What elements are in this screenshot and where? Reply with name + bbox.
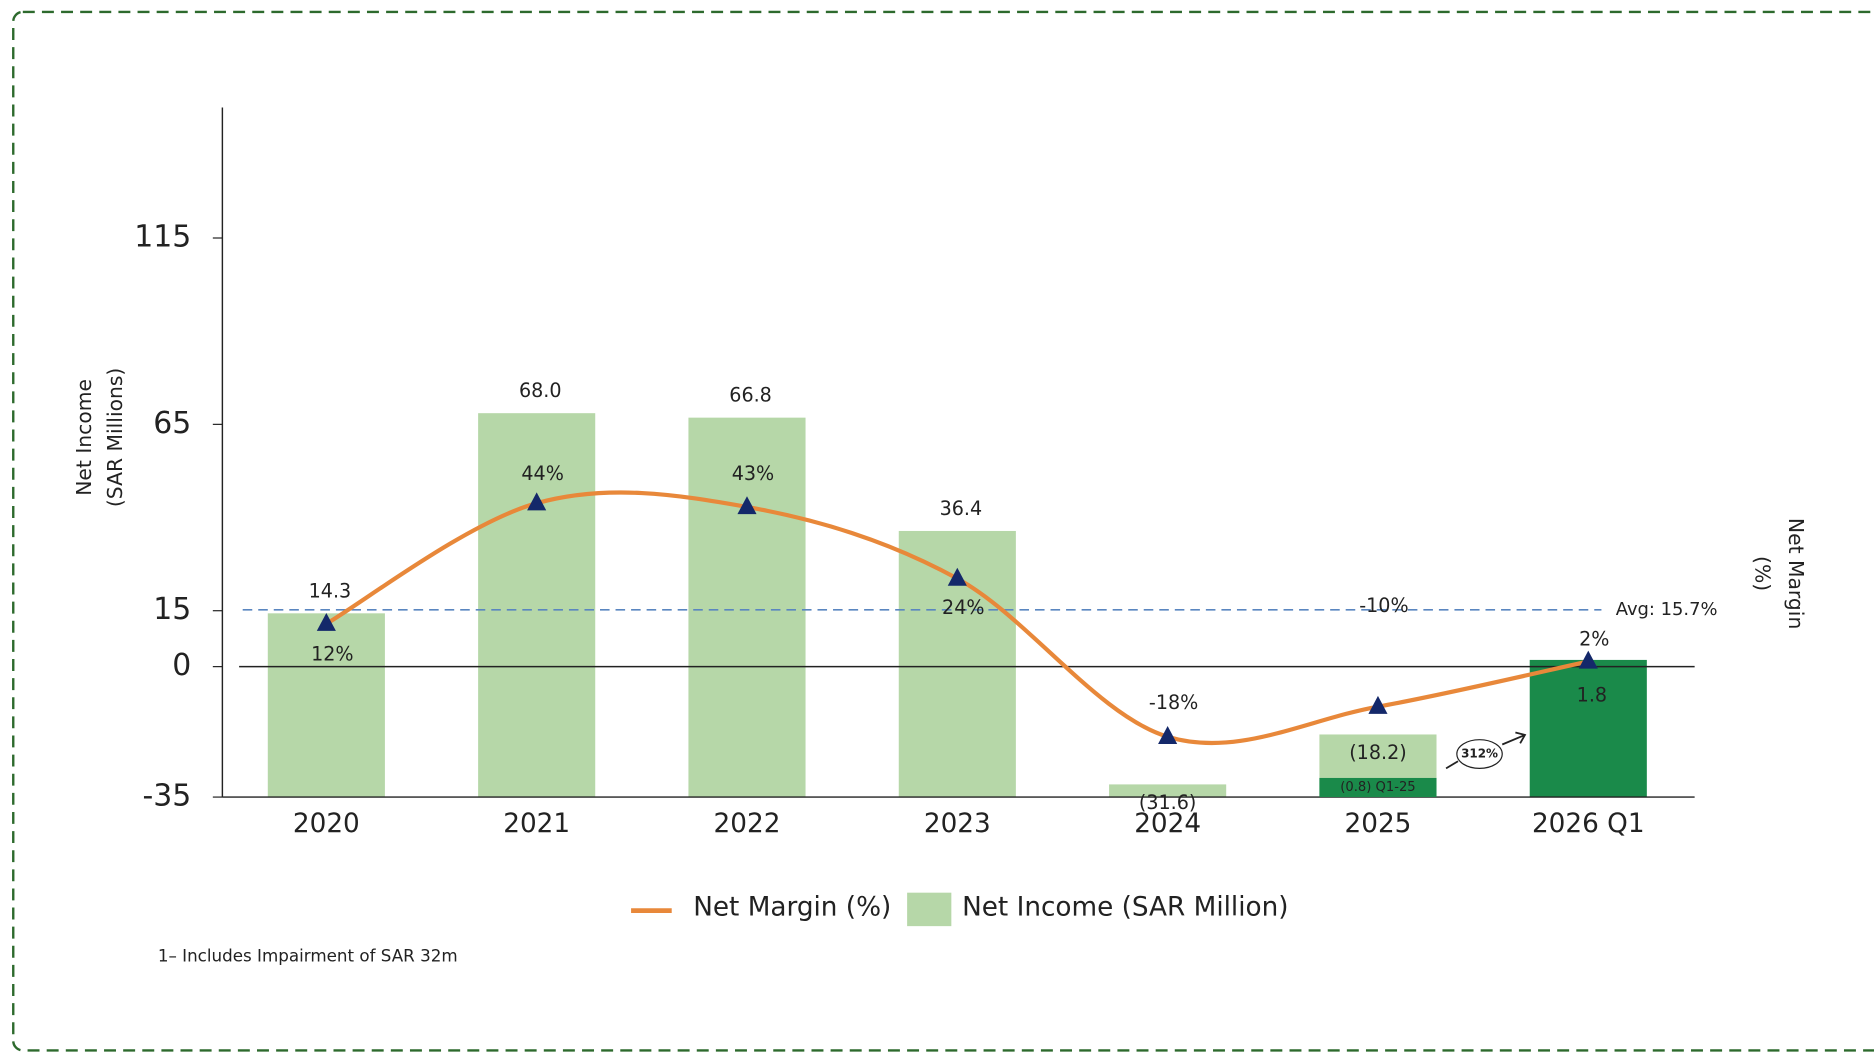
margin-marker: [1158, 726, 1178, 744]
annotation-box: [1319, 777, 1437, 798]
margin-marker: [1578, 650, 1598, 669]
margin-marker: [316, 612, 336, 631]
legend-label: Net Income (SAR Million): [962, 893, 1288, 923]
margin-value-label: 2%: [1579, 627, 1609, 650]
x-tick-label: 2022: [714, 809, 781, 839]
y-tick-label: 65: [153, 406, 191, 441]
annotation-circle: [1456, 739, 1503, 769]
annotation: 312%: [1461, 747, 1498, 761]
x-tick-label: 2023: [924, 809, 991, 839]
y-tick-label: -35: [143, 779, 192, 814]
legend-label: Net Margin (%): [693, 893, 891, 923]
margin-marker: [947, 567, 967, 586]
y2-axis-label: (%): [1751, 556, 1775, 591]
y-tick-label: 15: [153, 592, 191, 627]
margin-value-label: -18%: [1149, 691, 1198, 714]
footnote: 1– Includes Impairment of SAR 32m: [158, 946, 458, 966]
margin-marker: [527, 492, 547, 511]
avg-label: Avg: 15.7%: [1616, 599, 1718, 620]
bar: [1109, 784, 1227, 798]
bar-value-label: 14.3: [309, 579, 352, 602]
margin-value-label: -10%: [1359, 594, 1408, 617]
bar: [267, 613, 385, 798]
bar: [1529, 659, 1647, 798]
bar-value-label: (31.6): [1139, 791, 1196, 814]
x-tick-label: 2021: [503, 809, 570, 839]
bar: [688, 417, 806, 798]
margin-value-label: 44%: [521, 462, 563, 485]
frame: [12, 10, 1874, 1052]
bar-value-label: 1.8: [1577, 683, 1607, 706]
margin-marker: [737, 496, 757, 515]
bar-value-label: (18.2): [1349, 741, 1406, 764]
y-axis-label: (SAR Millions): [103, 368, 127, 507]
bar: [478, 413, 596, 798]
annotation-arrow: [1445, 731, 1527, 770]
legend-swatch: [907, 892, 952, 927]
x-tick-label: 2020: [293, 809, 360, 839]
x-tick-label: 2025: [1345, 809, 1412, 839]
margin-marker: [1368, 695, 1388, 714]
x-tick-label: 2024: [1134, 809, 1201, 839]
bar-value-label: 36.4: [940, 497, 983, 520]
y2-axis-label: Net Margin: [1784, 518, 1808, 629]
margin-value-label: 43%: [732, 462, 774, 485]
bar-value-label: 68.0: [519, 379, 562, 402]
x-tick-label: 2026 Q1: [1532, 809, 1645, 839]
y-axis-label: Net Income: [72, 379, 96, 496]
margin-value-label: 24%: [942, 596, 984, 619]
y-tick-label: 0: [172, 648, 191, 683]
annotation: (0.8) Q1-25: [1340, 780, 1415, 795]
y-tick-label: 115: [134, 220, 191, 255]
margin-value-label: 12%: [311, 642, 353, 665]
bar-value-label: 66.8: [729, 384, 772, 407]
